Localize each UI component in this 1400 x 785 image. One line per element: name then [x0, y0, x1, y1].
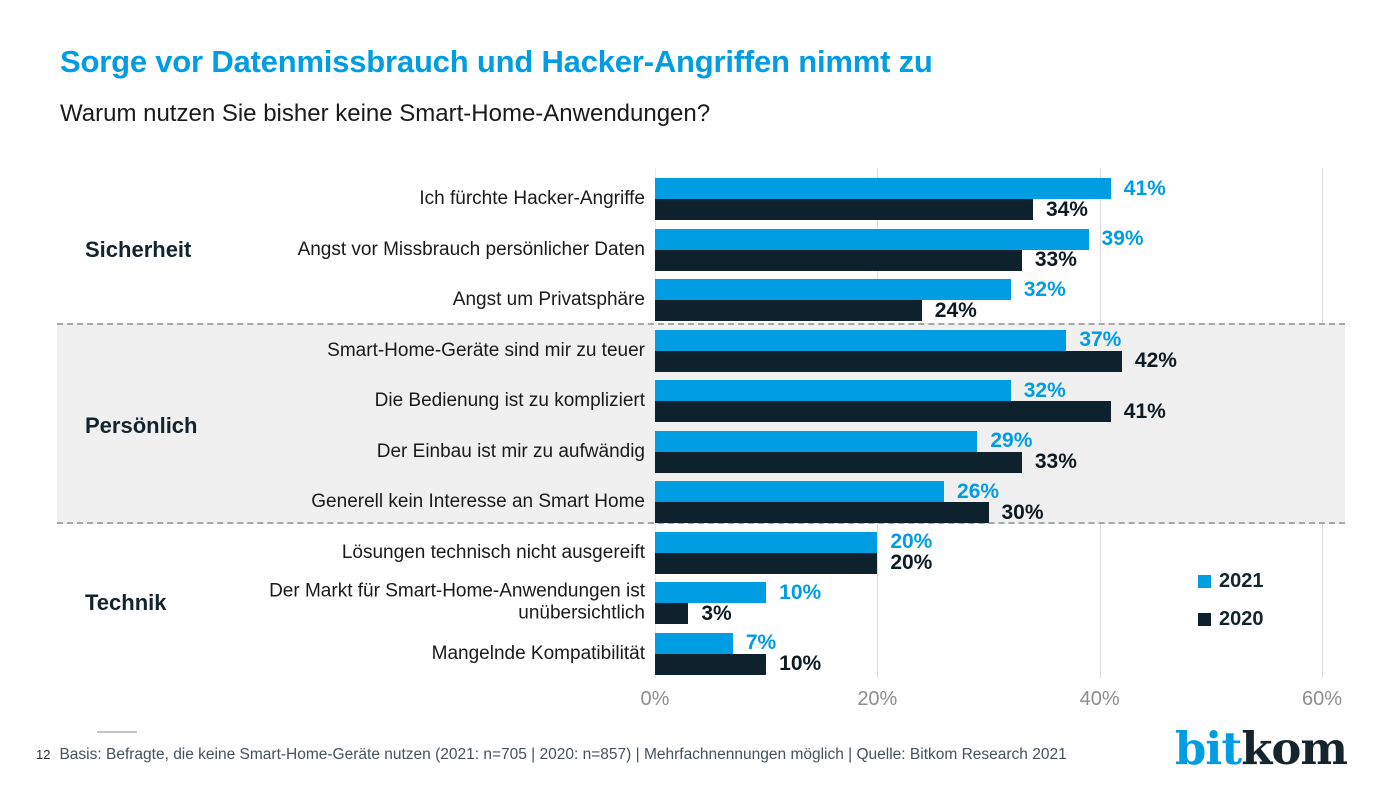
bar-2021 [655, 380, 1011, 401]
logo-bit: bit [1174, 722, 1242, 775]
bar-2020 [655, 401, 1111, 422]
value-label-2021: 26% [957, 479, 1000, 503]
value-label-2020: 20% [890, 551, 933, 574]
value-label-2021: 7% [745, 631, 777, 654]
footnote: Basis: Befragte, die keine Smart-Home-Ge… [59, 746, 1067, 763]
value-label-2021: 29% [990, 429, 1033, 452]
row-label: Smart-Home-Geräte sind mir zu teuer [327, 339, 645, 361]
legend: 2021 2020 [1198, 570, 1264, 631]
row-label: Der Einbau ist mir zu aufwändig [376, 440, 645, 462]
bar-2020 [655, 653, 767, 675]
x-axis-tick-label: 60% [1301, 688, 1343, 710]
value-label-2021: 39% [1101, 227, 1144, 250]
footer: 12 Basis: Befragte, die keine Smart-Home… [36, 746, 1067, 764]
value-label-2021: 10% [779, 580, 822, 604]
legend-item-2021: 2021 [1198, 570, 1264, 593]
x-axis-tick-label: 0% [640, 688, 670, 710]
value-label-2020: 33% [1034, 248, 1077, 271]
bar-2020 [655, 451, 1022, 473]
legend-label-2020: 2020 [1219, 608, 1264, 630]
value-label-2021: 20% [890, 530, 933, 553]
bar-2021 [655, 329, 1067, 351]
page-number: 12 [36, 747, 51, 762]
row-label: Lösungen technisch nicht ausgereift [341, 541, 645, 563]
row-label: Der Markt für Smart-Home-Anwendungen ist… [269, 580, 645, 624]
legend-item-2020: 2020 [1198, 608, 1264, 631]
bar-2020 [655, 300, 922, 321]
bar-2021 [655, 582, 767, 603]
group-label-sicherheit: Sicherheit [85, 236, 192, 262]
bar-2020 [655, 199, 1033, 220]
value-label-2020: 30% [1001, 500, 1044, 524]
bar-2020 [655, 350, 1122, 372]
bar-2020 [655, 552, 878, 574]
footnote-divider [97, 731, 137, 733]
page-subtitle: Warum nutzen Sie bisher keine Smart-Home… [60, 100, 711, 127]
bar-2020 [655, 249, 1022, 271]
group-label-technik: Technik [85, 590, 167, 615]
row-label: Mangelnde Kompatibilität [431, 642, 645, 664]
value-label-2020: 34% [1045, 197, 1088, 221]
value-label-2020: 33% [1034, 450, 1077, 473]
value-label-2020: 24% [934, 298, 977, 322]
x-axis-tick-label: 40% [1079, 688, 1120, 710]
bar-2021 [655, 430, 978, 452]
value-label-2021: 37% [1079, 328, 1122, 351]
value-label-2020: 3% [701, 601, 732, 625]
value-label-2020: 41% [1123, 399, 1166, 423]
value-label-2021: 32% [1023, 378, 1066, 402]
row-label: Ich fürchte Hacker-Angriffe [419, 187, 645, 209]
legend-swatch-2021 [1198, 575, 1211, 588]
bar-2021 [655, 228, 1089, 250]
page-title: Sorge vor Datenmissbrauch und Hacker-Ang… [60, 44, 933, 79]
bar-2020 [655, 502, 989, 523]
bar-2021 [655, 531, 878, 553]
bitkom-logo: bitkom [1175, 726, 1348, 771]
row-label: Generell kein Interesse an Smart Home [311, 490, 645, 512]
row-label: Die Bedienung ist zu kompliziert [374, 389, 645, 411]
value-label-2021: 32% [1023, 277, 1066, 301]
x-axis-tick-label: 20% [857, 688, 898, 710]
value-label-2020: 42% [1134, 349, 1177, 372]
legend-label-2021: 2021 [1219, 570, 1264, 592]
bar-2020 [655, 603, 689, 624]
row-label: Angst vor Missbrauch persönlicher Daten [297, 238, 645, 260]
value-label-2020: 10% [779, 652, 822, 675]
logo-kom: kom [1241, 722, 1348, 775]
bar-2021 [655, 178, 1111, 199]
group-label-persönlich: Persönlich [85, 413, 198, 439]
bar-2021 [655, 279, 1011, 300]
bar-2021 [655, 481, 945, 502]
row-label: Angst um Privatsphäre [452, 288, 645, 310]
value-label-2021: 41% [1123, 176, 1166, 200]
bar-2021 [655, 632, 733, 654]
legend-swatch-2020 [1198, 613, 1211, 626]
